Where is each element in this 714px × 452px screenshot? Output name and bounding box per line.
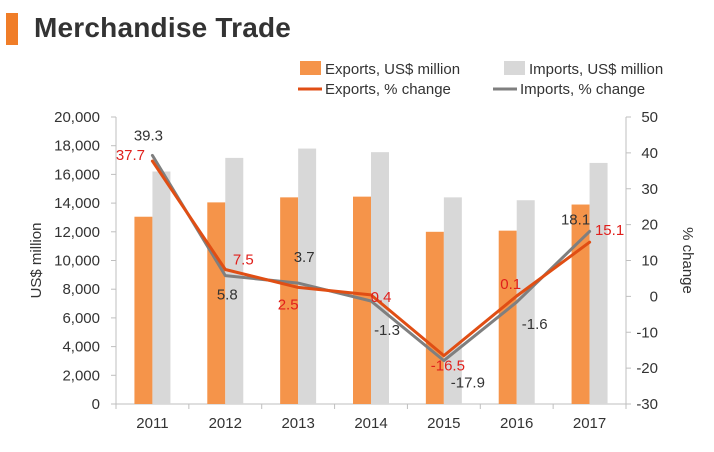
y-tick-left-label: 14,000 bbox=[54, 195, 100, 212]
y-tick-right-label: 0 bbox=[650, 288, 658, 305]
y-tick-right-label: 40 bbox=[641, 145, 658, 162]
legend-label-exports-bar: Exports, US$ million bbox=[325, 61, 460, 78]
exports-change-label: 7.5 bbox=[233, 251, 254, 268]
legend-label-imports-bar: Imports, US$ million bbox=[529, 61, 663, 78]
chart-header: Merchandise Trade bbox=[0, 0, 714, 60]
imports-change-label: -1.6 bbox=[522, 316, 548, 333]
legend-swatch-exports-bar bbox=[300, 61, 321, 75]
x-tick-label: 2017 bbox=[573, 415, 606, 432]
y-tick-right-label: -10 bbox=[636, 324, 658, 341]
imports-change-label: 3.7 bbox=[294, 249, 315, 266]
imports-bar bbox=[589, 162, 608, 404]
imports-change-label: 39.3 bbox=[134, 127, 163, 144]
y-tick-left-label: 16,000 bbox=[54, 166, 100, 183]
page-title: Merchandise Trade bbox=[34, 12, 292, 43]
legend-swatch-imports-bar bbox=[504, 61, 525, 75]
exports-change-label: -16.5 bbox=[431, 358, 465, 375]
exports-bar bbox=[571, 204, 590, 404]
x-tick-label: 2013 bbox=[281, 415, 314, 432]
exports-change-label: 0.1 bbox=[500, 276, 521, 293]
y-tick-left-label: 10,000 bbox=[54, 253, 100, 270]
y-tick-right-label: -30 bbox=[636, 396, 658, 413]
legend-label-exports-line: Exports, % change bbox=[325, 81, 451, 98]
imports-change-label: 5.8 bbox=[217, 287, 238, 304]
y-tick-left-label: 4,000 bbox=[62, 339, 100, 356]
imports-change-label: -1.3 bbox=[374, 322, 400, 339]
x-tick-label: 2012 bbox=[209, 415, 242, 432]
imports-bar bbox=[225, 157, 244, 404]
title-accent-bar bbox=[6, 13, 18, 45]
legend-label-imports-line: Imports, % change bbox=[520, 81, 645, 98]
exports-change-label: 37.7 bbox=[116, 147, 145, 164]
y-axis-title-right: % change bbox=[679, 227, 696, 294]
y-tick-right-label: 10 bbox=[641, 253, 658, 270]
x-tick-label: 2014 bbox=[354, 415, 387, 432]
y-tick-left-label: 6,000 bbox=[62, 310, 100, 327]
y-tick-right-label: -20 bbox=[636, 360, 658, 377]
exports-change-label: 2.5 bbox=[278, 296, 299, 313]
exports-bar bbox=[280, 197, 299, 404]
x-tick-label: 2015 bbox=[427, 415, 460, 432]
exports-change-label: 15.1 bbox=[595, 222, 624, 239]
imports-change-line bbox=[150, 153, 592, 363]
y-tick-left-label: 2,000 bbox=[62, 367, 100, 384]
exports-change-label: 0.4 bbox=[371, 289, 392, 306]
y-tick-left-label: 20,000 bbox=[54, 109, 100, 126]
x-tick-label: 2016 bbox=[500, 415, 533, 432]
imports-bar bbox=[152, 171, 171, 404]
y-tick-right-label: 20 bbox=[641, 217, 658, 234]
exports-bar bbox=[134, 216, 153, 404]
y-tick-left-label: 0 bbox=[92, 396, 100, 413]
exports-change-line bbox=[150, 159, 592, 358]
y-tick-right-label: 50 bbox=[641, 109, 658, 126]
imports-bar bbox=[298, 148, 317, 404]
exports-bar bbox=[498, 230, 517, 404]
y-axis-title-left: US$ million bbox=[28, 223, 45, 299]
y-tick-left-label: 8,000 bbox=[62, 281, 100, 298]
imports-change-label: -17.9 bbox=[451, 375, 485, 392]
y-tick-right-label: 30 bbox=[641, 181, 658, 198]
imports-change-label: 18.1 bbox=[561, 211, 590, 228]
x-tick-label: 2011 bbox=[136, 415, 168, 432]
imports-bar bbox=[371, 152, 389, 404]
y-tick-left-label: 18,000 bbox=[54, 138, 100, 155]
exports-bar bbox=[425, 231, 444, 404]
imports-bar bbox=[516, 200, 535, 404]
y-tick-left-label: 12,000 bbox=[54, 224, 100, 241]
